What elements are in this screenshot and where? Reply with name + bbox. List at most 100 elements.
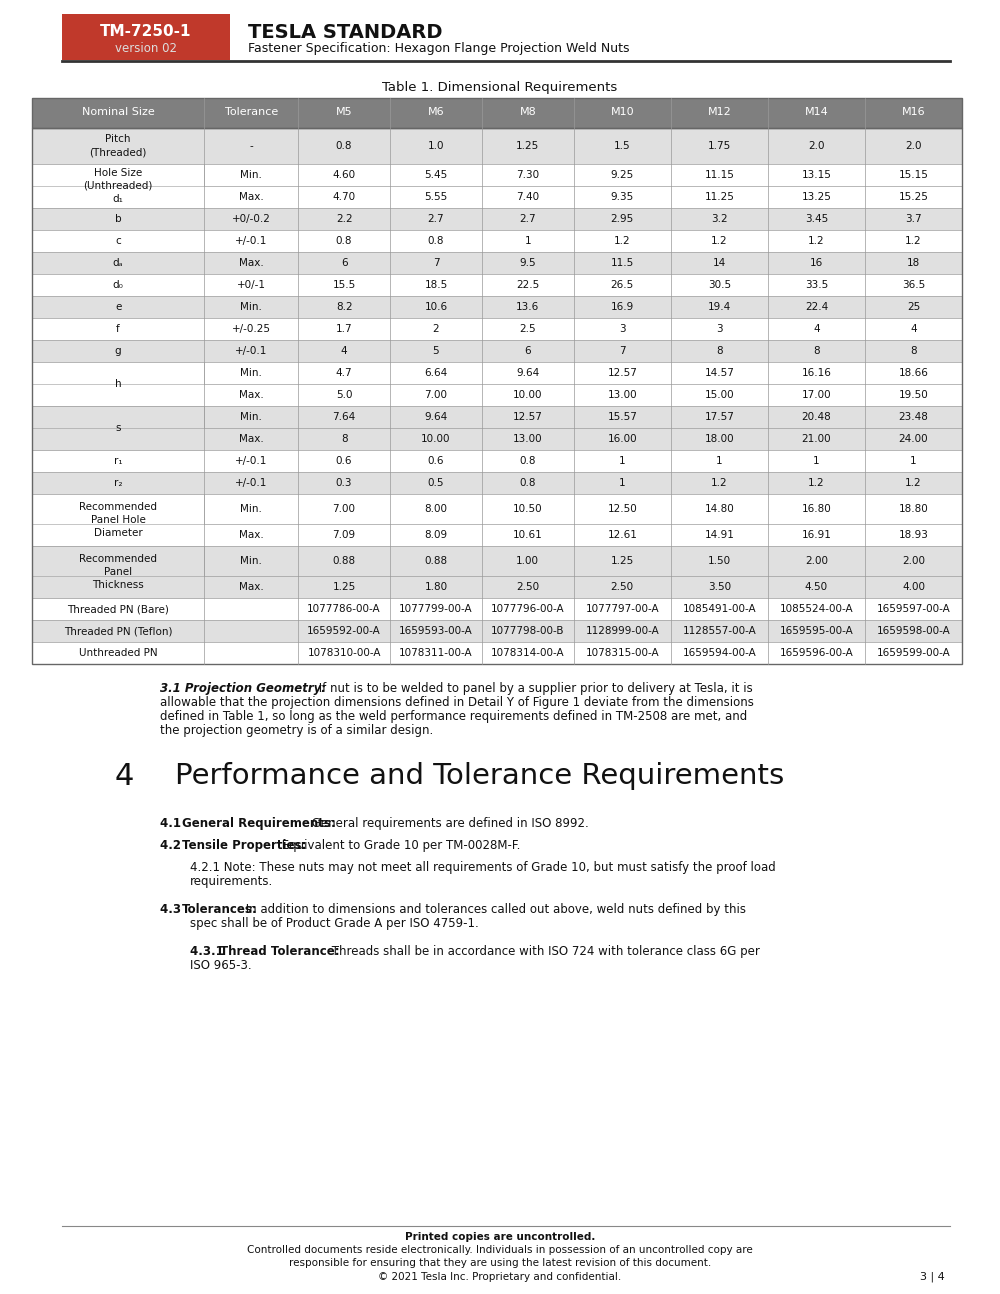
Text: +/-0.1: +/-0.1	[235, 236, 267, 246]
Text: 1.2: 1.2	[711, 236, 728, 246]
Text: 2: 2	[433, 324, 439, 334]
Text: M5: M5	[336, 107, 352, 116]
Text: 3.7: 3.7	[905, 214, 922, 224]
Text: Fastener Specification: Hexagon Flange Projection Weld Nuts: Fastener Specification: Hexagon Flange P…	[248, 41, 630, 56]
Text: 1659599-00-A: 1659599-00-A	[877, 648, 950, 659]
Text: 8: 8	[910, 345, 917, 356]
Text: © 2021 Tesla Inc. Proprietary and confidential.: © 2021 Tesla Inc. Proprietary and confid…	[378, 1272, 622, 1282]
Text: 14.80: 14.80	[704, 503, 734, 514]
Text: 2.0: 2.0	[905, 141, 922, 151]
Text: 1.25: 1.25	[516, 141, 539, 151]
Text: Max.: Max.	[239, 389, 264, 400]
Text: TM-7250-1: TM-7250-1	[100, 25, 192, 39]
Text: 22.4: 22.4	[805, 302, 828, 312]
Bar	[32, 164, 204, 208]
Text: Min.: Min.	[240, 556, 262, 565]
Text: 0.8: 0.8	[520, 455, 536, 466]
Text: 5.0: 5.0	[336, 389, 352, 400]
Text: 1: 1	[813, 455, 820, 466]
Text: 4: 4	[910, 324, 917, 334]
Bar	[32, 620, 962, 642]
Text: 20.48: 20.48	[802, 411, 831, 422]
Text: 10.50: 10.50	[513, 503, 543, 514]
Text: 16.80: 16.80	[802, 503, 831, 514]
Text: 5: 5	[433, 345, 439, 356]
Text: Recommended
Panel
Thickness: Recommended Panel Thickness	[79, 554, 157, 590]
Text: 1077797-00-A: 1077797-00-A	[585, 604, 659, 613]
Text: 9.35: 9.35	[611, 192, 634, 202]
Text: 2.50: 2.50	[611, 582, 634, 591]
Text: requirements.: requirements.	[190, 875, 273, 888]
Text: Hole Size
(Unthreaded)
d₁: Hole Size (Unthreaded) d₁	[83, 168, 153, 204]
Text: Max.: Max.	[239, 192, 264, 202]
Text: 1659595-00-A: 1659595-00-A	[780, 626, 853, 635]
Text: 4.3.1: 4.3.1	[190, 945, 228, 958]
Text: 1659593-00-A: 1659593-00-A	[399, 626, 473, 635]
Text: 15.5: 15.5	[332, 280, 356, 290]
Text: 0.8: 0.8	[336, 236, 352, 246]
Bar	[62, 14, 230, 60]
Text: 23.48: 23.48	[899, 411, 928, 422]
Text: 1.7: 1.7	[336, 324, 352, 334]
Text: 13.6: 13.6	[516, 302, 539, 312]
Text: 9.25: 9.25	[611, 170, 634, 180]
Text: 8: 8	[716, 345, 723, 356]
Text: 10.00: 10.00	[513, 389, 543, 400]
Text: 7.40: 7.40	[516, 192, 539, 202]
Text: 18: 18	[907, 258, 920, 268]
Text: e: e	[115, 302, 121, 312]
Bar	[32, 230, 962, 252]
Text: 4: 4	[813, 324, 820, 334]
Text: Unthreaded PN: Unthreaded PN	[79, 648, 157, 659]
Text: 3.50: 3.50	[708, 582, 731, 591]
Text: 8.00: 8.00	[424, 503, 447, 514]
Text: 4.2.1 Note: These nuts may not meet all requirements of Grade 10, but must satis: 4.2.1 Note: These nuts may not meet all …	[190, 861, 776, 873]
Text: -: -	[249, 141, 253, 151]
Text: Table 1. Dimensional Requirements: Table 1. Dimensional Requirements	[382, 82, 618, 94]
Text: M10: M10	[610, 107, 634, 116]
Text: f: f	[116, 324, 120, 334]
Text: 3.2: 3.2	[711, 214, 728, 224]
Text: 4.60: 4.60	[333, 170, 356, 180]
Text: Threads shall be in accordance with ISO 724 with tolerance class 6G per: Threads shall be in accordance with ISO …	[328, 945, 760, 958]
Bar	[32, 98, 962, 128]
Text: 4: 4	[115, 762, 134, 791]
Text: Controlled documents reside electronically. Individuals in possession of an unco: Controlled documents reside electronical…	[247, 1245, 753, 1255]
Text: 1: 1	[619, 455, 626, 466]
Bar	[32, 428, 962, 450]
Text: d₀: d₀	[113, 280, 124, 290]
Bar	[32, 406, 204, 450]
Text: 18.66: 18.66	[899, 367, 928, 378]
Text: 8: 8	[813, 345, 820, 356]
Text: 16.16: 16.16	[801, 367, 831, 378]
Text: 1.25: 1.25	[332, 582, 356, 591]
Text: Min.: Min.	[240, 503, 262, 514]
Text: M8: M8	[519, 107, 536, 116]
Text: +/-0.1: +/-0.1	[235, 455, 267, 466]
Text: +/-0.25: +/-0.25	[232, 324, 271, 334]
Text: 4.2: 4.2	[160, 839, 185, 851]
Bar	[32, 642, 962, 664]
Text: 14.91: 14.91	[704, 531, 734, 540]
Text: 16.9: 16.9	[611, 302, 634, 312]
Text: +0/-0.2: +0/-0.2	[232, 214, 271, 224]
Text: 8.09: 8.09	[424, 531, 448, 540]
Text: 1085491-00-A: 1085491-00-A	[683, 604, 756, 613]
Text: 36.5: 36.5	[902, 280, 925, 290]
Text: 1.25: 1.25	[611, 556, 634, 565]
Text: 1.2: 1.2	[808, 477, 825, 488]
Text: 11.5: 11.5	[611, 258, 634, 268]
Text: Threaded PN (Teflon): Threaded PN (Teflon)	[64, 626, 172, 635]
Text: 12.61: 12.61	[607, 531, 637, 540]
Text: 10.6: 10.6	[424, 302, 448, 312]
Text: 0.6: 0.6	[336, 455, 352, 466]
Text: 2.00: 2.00	[805, 556, 828, 565]
Bar	[32, 546, 962, 576]
Text: 3.1 Projection Geometry:: 3.1 Projection Geometry:	[160, 682, 326, 695]
Text: 8: 8	[341, 433, 347, 444]
Text: responsible for ensuring that they are using the latest revision of this documen: responsible for ensuring that they are u…	[289, 1258, 711, 1268]
Text: c: c	[115, 236, 121, 246]
Text: defined in Table 1, so long as the weld performance requirements defined in TM-2: defined in Table 1, so long as the weld …	[160, 710, 747, 723]
Text: 2.5: 2.5	[519, 324, 536, 334]
Bar	[32, 318, 962, 340]
